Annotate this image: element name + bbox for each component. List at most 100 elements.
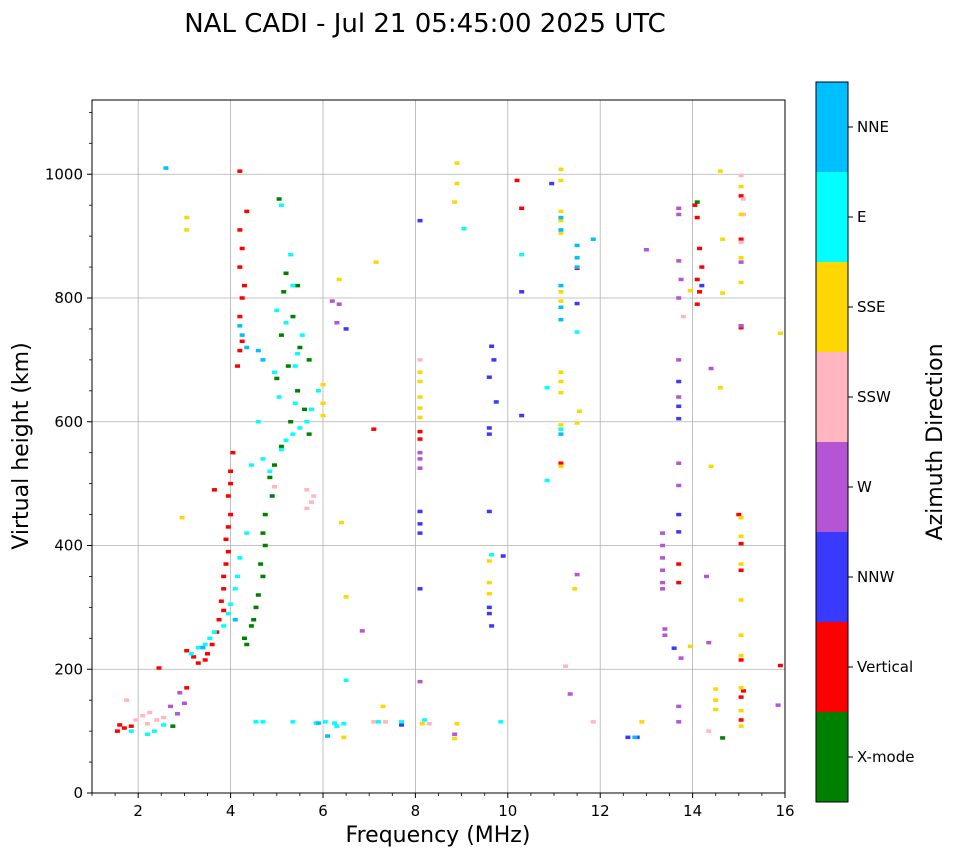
colorbar-label: X-mode <box>857 748 914 766</box>
data-point <box>207 636 213 641</box>
data-point <box>274 308 280 313</box>
data-point <box>114 729 120 733</box>
series-sse <box>179 161 783 741</box>
data-point <box>706 729 712 733</box>
data-point <box>738 568 744 572</box>
data-point <box>371 720 377 724</box>
data-point <box>426 721 432 726</box>
data-point <box>452 732 458 736</box>
data-point <box>239 333 245 337</box>
data-point <box>452 200 458 204</box>
data-point <box>304 488 310 492</box>
data-point <box>281 290 287 294</box>
data-point <box>720 237 726 241</box>
data-point <box>278 447 284 452</box>
data-point <box>184 228 190 232</box>
x-axis-ticks: 2 4 6 8 10 12 14 16 <box>91 793 795 820</box>
data-point <box>558 218 564 223</box>
chart-title: NAL CADI - Jul 21 05:45:00 2025 UTC <box>184 9 666 39</box>
data-point <box>639 720 645 724</box>
x-tick-label: 8 <box>411 802 421 820</box>
colorbar-segment <box>816 712 848 802</box>
data-point <box>343 595 349 599</box>
data-point <box>200 645 206 650</box>
data-point <box>244 531 250 535</box>
data-point <box>486 432 492 436</box>
data-point <box>304 420 310 424</box>
data-point <box>262 512 268 517</box>
data-point <box>283 438 289 443</box>
data-point <box>225 611 231 616</box>
data-point <box>174 712 180 716</box>
data-point <box>276 395 282 399</box>
data-point <box>258 562 264 566</box>
data-point <box>341 735 347 740</box>
data-point <box>320 382 326 387</box>
data-point <box>228 602 234 607</box>
data-point <box>676 259 682 263</box>
data-point <box>574 330 580 334</box>
y-axis-ticks: 0 200 400 600 800 1000 <box>45 111 92 802</box>
data-point <box>244 345 250 350</box>
data-point <box>738 237 744 241</box>
data-point <box>486 426 492 430</box>
data-point <box>736 512 742 517</box>
data-point <box>417 531 423 535</box>
data-point <box>299 333 305 337</box>
data-point <box>676 358 682 362</box>
data-point <box>336 277 342 282</box>
data-point <box>128 729 134 733</box>
data-point <box>288 252 294 257</box>
data-point <box>156 666 162 670</box>
data-point <box>237 324 243 328</box>
data-point <box>271 463 277 467</box>
data-point <box>713 687 719 691</box>
data-point <box>738 598 744 602</box>
data-point <box>417 466 423 470</box>
data-point <box>290 720 296 724</box>
colorbar-label: Vertical <box>857 658 913 676</box>
colorbar-segment <box>816 262 848 352</box>
data-point <box>558 290 564 294</box>
data-point <box>567 692 573 696</box>
data-point <box>738 695 744 699</box>
x-tick-label: 10 <box>498 802 517 820</box>
colorbar-border <box>815 81 849 803</box>
plot-frame <box>92 100 785 793</box>
y-tick-label: 600 <box>54 413 83 431</box>
x-tick-label: 12 <box>591 802 610 820</box>
series-w <box>168 206 781 736</box>
data-point <box>717 169 723 173</box>
data-point <box>295 351 301 356</box>
data-point <box>676 580 682 585</box>
data-point <box>558 231 564 235</box>
data-point <box>253 720 259 724</box>
data-point <box>486 580 492 585</box>
data-point <box>738 541 744 546</box>
data-point <box>417 358 423 362</box>
x-tick-label: 16 <box>775 802 794 820</box>
data-point <box>676 206 682 211</box>
data-point <box>660 543 666 548</box>
colorbar-label: SSE <box>857 298 886 316</box>
data-point <box>417 522 423 526</box>
data-point <box>140 713 146 718</box>
data-point <box>452 736 458 741</box>
data-point <box>738 325 744 330</box>
data-point <box>699 265 705 269</box>
data-point <box>738 633 744 637</box>
y-tick-label: 400 <box>54 537 83 555</box>
data-point <box>660 587 666 591</box>
data-point <box>241 636 247 641</box>
data-point <box>738 686 744 690</box>
series-nne <box>163 166 638 740</box>
data-point <box>237 314 243 319</box>
colorbar-segment <box>816 442 848 532</box>
data-point <box>676 461 682 465</box>
data-point <box>694 200 700 204</box>
data-point <box>285 364 291 368</box>
data-point <box>329 299 335 303</box>
data-point <box>343 327 349 331</box>
data-point <box>777 663 783 668</box>
